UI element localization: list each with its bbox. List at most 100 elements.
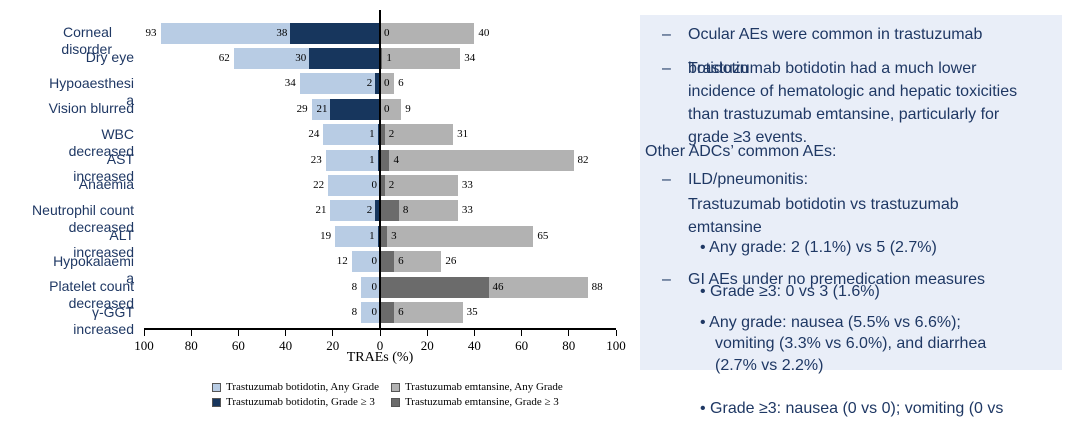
bar-botidotin-any: [323, 124, 380, 146]
bar-emtansine-grade3: [380, 149, 390, 171]
bar-emtansine-any: [380, 124, 454, 146]
category-label: Platelet count decreased: [49, 278, 134, 312]
value-label: 46: [492, 280, 504, 293]
bar-emtansine-grade3: [380, 276, 489, 298]
bar-emtansine-grade3: [380, 174, 385, 196]
legend-label: Trastuzumab botidotin, Grade ≥ 3: [226, 396, 375, 408]
value-label: 26: [445, 255, 457, 268]
axis-tick: [426, 330, 428, 336]
value-label: 38: [276, 26, 288, 39]
category-label: γ-GGT increased: [73, 303, 134, 337]
bar-emtansine-any: [380, 174, 458, 196]
note-ild-grade3: • Grade ≥3: 0 vs 3 (1.6%): [700, 283, 880, 300]
note-ild-compare: Trastuzumab botidotin vs trastuzumab emt…: [688, 196, 959, 236]
value-label: 2: [388, 178, 395, 191]
bar-botidotin-any: [335, 225, 380, 247]
axis-tick: [332, 330, 334, 336]
axis-tick-label: 100: [606, 338, 626, 353]
value-label: 65: [537, 229, 549, 242]
value-label: 6: [398, 255, 404, 268]
legend-item: Trastuzumab emtansine, Any Grade: [390, 381, 563, 393]
axis-tick-label: 0: [376, 338, 384, 353]
value-label: 12: [336, 255, 348, 268]
chart-row: 22 0 2 33: [144, 174, 616, 196]
category-label: Neutrophil count decreased: [32, 201, 134, 235]
note-gi-stats: • Any grade: nausea (5.5% vs 6.6%); vomi…: [700, 290, 1045, 421]
legend-swatch: [212, 397, 221, 407]
legend-swatch: [390, 382, 400, 392]
bar-emtansine-grade3: [380, 225, 388, 247]
bar-botidotin-grade3: [377, 124, 380, 146]
value-label: 33: [461, 204, 473, 217]
legend-item: Trastuzumab emtansine, Grade ≥ 3: [390, 396, 563, 408]
bar-botidotin-grade3: [375, 200, 380, 222]
bar-botidotin-any: [328, 174, 380, 196]
axis-tick-label: 20: [326, 338, 340, 353]
bar-emtansine-any: [380, 73, 395, 95]
chart-row: 8 0 6 35: [144, 302, 616, 323]
value-label: 1: [369, 229, 375, 242]
bar-botidotin-grade3: [377, 149, 380, 171]
axis-tick: [473, 330, 475, 336]
note-ocular-line2: botidotin: [688, 60, 749, 77]
bar-emtansine-any: [380, 225, 534, 247]
value-label: 30: [295, 51, 307, 64]
bar-emtansine-any: [380, 200, 458, 222]
value-label: 0: [384, 77, 390, 90]
bar-emtansine-any: [380, 98, 402, 120]
axis-tick-label: 80: [184, 338, 198, 353]
value-label: 8: [402, 204, 409, 217]
bar-emtansine-any: [380, 251, 442, 273]
chart-row: 29 21 0 9: [144, 98, 616, 120]
bar-emtansine-grade3: [380, 47, 383, 69]
value-label: 33: [461, 178, 473, 191]
legend-label: Trastuzumab emtansine, Any Grade: [404, 381, 563, 393]
axis-tick: [285, 330, 287, 336]
value-label: 19: [320, 229, 332, 242]
value-label: 0: [384, 102, 390, 115]
value-label: 24: [308, 128, 320, 141]
category-label: Dry eye: [85, 49, 134, 66]
category-label: Anaemia: [78, 176, 134, 193]
note-toxicity: Trastuzumab botidotin had a much lower i…: [688, 60, 1018, 146]
bar-emtansine-any: [380, 149, 574, 171]
value-label: 2: [366, 77, 373, 90]
notes-panel: – Ocular AEs were common in trastuzumab …: [640, 15, 1062, 417]
bar-botidotin-grade3: [377, 225, 380, 247]
legend-item: Trastuzumab botidotin, Grade ≥ 3: [212, 396, 379, 408]
dash-bullet: –: [662, 60, 671, 77]
bar-emtansine-grade3: [380, 200, 399, 222]
value-label: 88: [591, 280, 603, 293]
legend-swatch: [212, 382, 221, 392]
plot-area: 93 38 0 40 62 30 1 34 34 2 0 6 29 21 0 9 24 1 2 31 23 1 4 82 22 0…: [134, 10, 626, 353]
value-label: 1: [369, 153, 375, 166]
chart-row: 62 30 1 34: [144, 47, 616, 69]
value-label: 0: [371, 255, 378, 268]
bar-botidotin-any: [330, 200, 380, 222]
chart-row: 12 0 6 26: [144, 251, 616, 273]
axis-tick: [521, 330, 523, 336]
bar-botidotin-any: [361, 302, 380, 323]
legend-label: Trastuzumab botidotin, Any Grade: [226, 381, 379, 393]
value-label: 2: [366, 204, 373, 217]
category-label: Vision blurred: [48, 100, 134, 117]
value-label: 82: [577, 153, 589, 166]
legend-swatch: [390, 397, 400, 407]
bar-botidotin-any: [361, 276, 380, 298]
chart-row: 21 2 8 33: [144, 200, 616, 222]
bar-botidotin-grade3: [309, 47, 380, 69]
value-label: 22: [313, 178, 325, 191]
category-label: AST increased: [73, 151, 134, 185]
bar-botidotin-grade3: [330, 98, 380, 120]
axis-tick-label: 60: [231, 338, 245, 353]
value-label: 31: [457, 128, 469, 141]
axis-tick: [237, 330, 239, 336]
value-label: 8: [351, 306, 358, 318]
bar-emtansine-any: [380, 22, 475, 44]
chart-row: 23 1 4 82: [144, 149, 616, 171]
axis-tick-label: 20: [420, 338, 434, 353]
axis-tick: [143, 330, 145, 336]
zero-axis-line: [379, 10, 381, 330]
category-label: ALT increased: [73, 227, 134, 261]
chart-row: 19 1 3 65: [144, 225, 616, 247]
